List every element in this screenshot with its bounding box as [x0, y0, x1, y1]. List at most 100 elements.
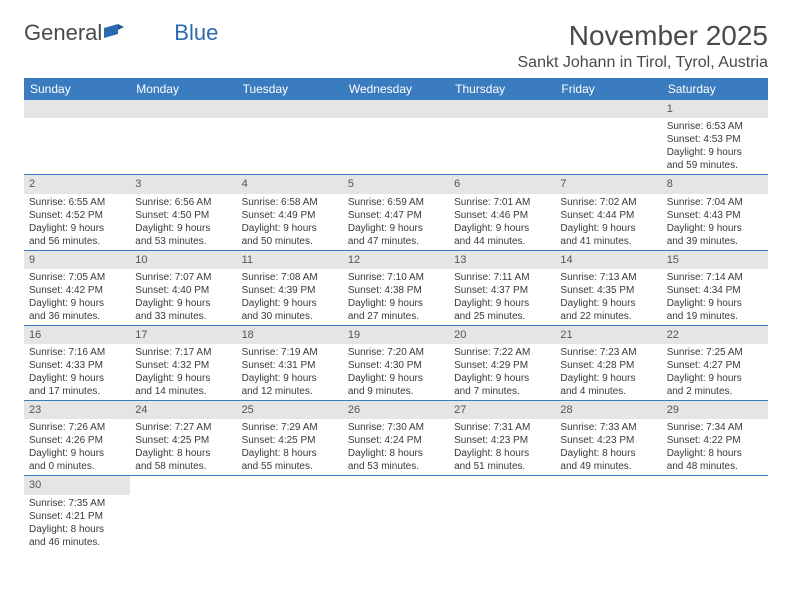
- day-number: 27: [449, 401, 555, 419]
- weekday-header: Friday: [555, 78, 661, 100]
- day-sunrise: Sunrise: 6:53 AM: [667, 120, 763, 133]
- day-number: 2: [24, 175, 130, 193]
- day-content: Sunrise: 7:11 AMSunset: 4:37 PMDaylight:…: [449, 269, 555, 325]
- day-sunrise: Sunrise: 7:30 AM: [348, 421, 444, 434]
- day-cell: 22Sunrise: 7:25 AMSunset: 4:27 PMDayligh…: [662, 326, 768, 400]
- logo-flag-icon: [104, 20, 126, 46]
- empty-day-cell: [130, 100, 236, 174]
- day-content: Sunrise: 7:04 AMSunset: 4:43 PMDaylight:…: [662, 194, 768, 250]
- day-sunset: Sunset: 4:44 PM: [560, 209, 656, 222]
- day-sunset: Sunset: 4:53 PM: [667, 133, 763, 146]
- day-cell: 2Sunrise: 6:55 AMSunset: 4:52 PMDaylight…: [24, 175, 130, 249]
- day-d2: and 41 minutes.: [560, 235, 656, 248]
- day-sunrise: Sunrise: 7:08 AM: [242, 271, 338, 284]
- day-sunrise: Sunrise: 7:19 AM: [242, 346, 338, 359]
- day-sunrise: Sunrise: 7:16 AM: [29, 346, 125, 359]
- day-number: 8: [662, 175, 768, 193]
- day-sunset: Sunset: 4:32 PM: [135, 359, 231, 372]
- day-cell: 27Sunrise: 7:31 AMSunset: 4:23 PMDayligh…: [449, 401, 555, 475]
- week-row: 23Sunrise: 7:26 AMSunset: 4:26 PMDayligh…: [24, 401, 768, 476]
- day-number: 9: [24, 251, 130, 269]
- day-sunset: Sunset: 4:24 PM: [348, 434, 444, 447]
- day-content: Sunrise: 7:07 AMSunset: 4:40 PMDaylight:…: [130, 269, 236, 325]
- week-row: 2Sunrise: 6:55 AMSunset: 4:52 PMDaylight…: [24, 175, 768, 250]
- day-sunrise: Sunrise: 7:26 AM: [29, 421, 125, 434]
- title-block: November 2025 Sankt Johann in Tirol, Tyr…: [518, 20, 769, 72]
- day-content: Sunrise: 7:10 AMSunset: 4:38 PMDaylight:…: [343, 269, 449, 325]
- day-content: Sunrise: 7:23 AMSunset: 4:28 PMDaylight:…: [555, 344, 661, 400]
- day-d1: Daylight: 9 hours: [454, 297, 550, 310]
- day-content: Sunrise: 7:35 AMSunset: 4:21 PMDaylight:…: [24, 495, 130, 551]
- day-number: 28: [555, 401, 661, 419]
- day-cell: 13Sunrise: 7:11 AMSunset: 4:37 PMDayligh…: [449, 251, 555, 325]
- day-sunset: Sunset: 4:27 PM: [667, 359, 763, 372]
- calendar: SundayMondayTuesdayWednesdayThursdayFrid…: [24, 78, 768, 551]
- weekday-header: Thursday: [449, 78, 555, 100]
- day-d2: and 27 minutes.: [348, 310, 444, 323]
- day-sunrise: Sunrise: 7:29 AM: [242, 421, 338, 434]
- day-sunset: Sunset: 4:21 PM: [29, 510, 125, 523]
- day-sunset: Sunset: 4:26 PM: [29, 434, 125, 447]
- day-number: 7: [555, 175, 661, 193]
- day-d2: and 4 minutes.: [560, 385, 656, 398]
- month-title: November 2025: [518, 20, 769, 52]
- day-d1: Daylight: 9 hours: [242, 372, 338, 385]
- day-content: Sunrise: 7:17 AMSunset: 4:32 PMDaylight:…: [130, 344, 236, 400]
- day-d2: and 33 minutes.: [135, 310, 231, 323]
- day-number: 4: [237, 175, 343, 193]
- day-content: Sunrise: 7:05 AMSunset: 4:42 PMDaylight:…: [24, 269, 130, 325]
- day-sunset: Sunset: 4:46 PM: [454, 209, 550, 222]
- day-content: Sunrise: 7:14 AMSunset: 4:34 PMDaylight:…: [662, 269, 768, 325]
- day-sunrise: Sunrise: 7:17 AM: [135, 346, 231, 359]
- day-cell: 24Sunrise: 7:27 AMSunset: 4:25 PMDayligh…: [130, 401, 236, 475]
- day-cell: 26Sunrise: 7:30 AMSunset: 4:24 PMDayligh…: [343, 401, 449, 475]
- day-content: Sunrise: 7:34 AMSunset: 4:22 PMDaylight:…: [662, 419, 768, 475]
- day-number: 20: [449, 326, 555, 344]
- weekday-header: Sunday: [24, 78, 130, 100]
- day-d2: and 22 minutes.: [560, 310, 656, 323]
- day-sunrise: Sunrise: 6:59 AM: [348, 196, 444, 209]
- day-cell: 7Sunrise: 7:02 AMSunset: 4:44 PMDaylight…: [555, 175, 661, 249]
- day-d2: and 46 minutes.: [29, 536, 125, 549]
- weekday-header: Saturday: [662, 78, 768, 100]
- weekday-header: Tuesday: [237, 78, 343, 100]
- day-content: Sunrise: 7:27 AMSunset: 4:25 PMDaylight:…: [130, 419, 236, 475]
- day-d1: Daylight: 8 hours: [560, 447, 656, 460]
- day-cell: 9Sunrise: 7:05 AMSunset: 4:42 PMDaylight…: [24, 251, 130, 325]
- empty-day-cell: [662, 476, 768, 550]
- day-d2: and 0 minutes.: [29, 460, 125, 473]
- day-d2: and 12 minutes.: [242, 385, 338, 398]
- day-sunset: Sunset: 4:23 PM: [560, 434, 656, 447]
- day-sunset: Sunset: 4:47 PM: [348, 209, 444, 222]
- day-cell: 10Sunrise: 7:07 AMSunset: 4:40 PMDayligh…: [130, 251, 236, 325]
- day-sunrise: Sunrise: 6:55 AM: [29, 196, 125, 209]
- day-number: 10: [130, 251, 236, 269]
- day-sunrise: Sunrise: 7:35 AM: [29, 497, 125, 510]
- day-d2: and 48 minutes.: [667, 460, 763, 473]
- day-d2: and 17 minutes.: [29, 385, 125, 398]
- day-sunrise: Sunrise: 7:33 AM: [560, 421, 656, 434]
- day-d1: Daylight: 9 hours: [667, 297, 763, 310]
- day-d2: and 47 minutes.: [348, 235, 444, 248]
- day-sunset: Sunset: 4:30 PM: [348, 359, 444, 372]
- day-sunset: Sunset: 4:25 PM: [135, 434, 231, 447]
- day-number: 15: [662, 251, 768, 269]
- day-sunset: Sunset: 4:22 PM: [667, 434, 763, 447]
- day-d2: and 30 minutes.: [242, 310, 338, 323]
- day-d1: Daylight: 9 hours: [29, 372, 125, 385]
- day-sunrise: Sunrise: 6:58 AM: [242, 196, 338, 209]
- day-sunrise: Sunrise: 7:01 AM: [454, 196, 550, 209]
- week-row: 9Sunrise: 7:05 AMSunset: 4:42 PMDaylight…: [24, 251, 768, 326]
- day-sunrise: Sunrise: 7:07 AM: [135, 271, 231, 284]
- day-content: Sunrise: 6:56 AMSunset: 4:50 PMDaylight:…: [130, 194, 236, 250]
- day-d1: Daylight: 9 hours: [560, 222, 656, 235]
- day-d2: and 56 minutes.: [29, 235, 125, 248]
- day-content: Sunrise: 7:02 AMSunset: 4:44 PMDaylight:…: [555, 194, 661, 250]
- day-d1: Daylight: 9 hours: [348, 372, 444, 385]
- day-cell: 8Sunrise: 7:04 AMSunset: 4:43 PMDaylight…: [662, 175, 768, 249]
- day-d1: Daylight: 9 hours: [135, 297, 231, 310]
- weekday-header: Wednesday: [343, 78, 449, 100]
- day-cell: 1Sunrise: 6:53 AMSunset: 4:53 PMDaylight…: [662, 100, 768, 174]
- day-sunrise: Sunrise: 7:14 AM: [667, 271, 763, 284]
- day-number: 12: [343, 251, 449, 269]
